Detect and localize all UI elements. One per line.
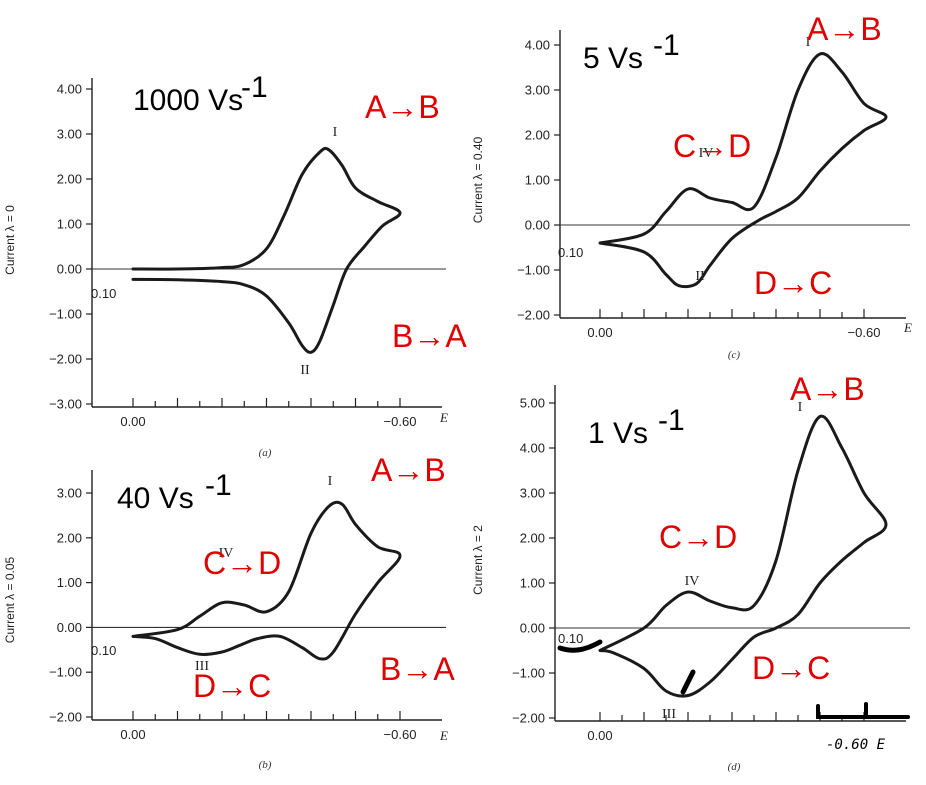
process-annotation: C→D bbox=[659, 519, 737, 555]
cv-curve bbox=[131, 500, 402, 661]
y-tick-label: 1.00 bbox=[57, 575, 82, 590]
y-tick-label: 0.00 bbox=[525, 218, 550, 233]
peak-label-I: I bbox=[806, 35, 811, 50]
process-annotation: B→A bbox=[392, 318, 467, 354]
peak-label-II: II bbox=[695, 269, 705, 284]
y-tick-label: −2.00 bbox=[517, 308, 550, 323]
y-tick-label: −2.00 bbox=[49, 710, 82, 725]
y-tick-label: 4.00 bbox=[525, 38, 550, 53]
peak-label-III: III bbox=[662, 707, 676, 722]
peak-label-II: II bbox=[300, 363, 310, 378]
x-tick-label: 0.00 bbox=[587, 728, 612, 743]
hand-axis-stroke bbox=[816, 704, 910, 719]
panel-d: 5.00 4.00 3.00 2.00 1.00 0.00 −1.00 −2.00 0.00 Cu… bbox=[471, 371, 910, 773]
y-tick-label: 5.00 bbox=[520, 396, 545, 411]
x-tick-label: 0.00 bbox=[120, 727, 145, 742]
scan-rate-label: 1000 Vs bbox=[133, 84, 243, 117]
y-tick-label: 0.00 bbox=[57, 620, 82, 635]
process-annotation: D→C bbox=[193, 668, 271, 704]
y-tick-label: −1.00 bbox=[517, 263, 550, 278]
scan-rate-label: 1 Vs bbox=[588, 417, 648, 450]
scan-rate-exponent: -1 bbox=[653, 29, 680, 62]
process-annotation: D→C bbox=[754, 265, 832, 301]
panel-caption: (c) bbox=[728, 349, 741, 361]
start-potential-label: 0.10 bbox=[558, 631, 583, 646]
y-tick-label: −1.00 bbox=[512, 666, 545, 681]
y-tick-label: 0.00 bbox=[57, 262, 82, 277]
cv-curve bbox=[598, 414, 888, 698]
y-tick-label: 1.00 bbox=[57, 217, 82, 232]
y-axis-label: Current λ = 0 bbox=[3, 205, 17, 275]
scan-rate-exponent: -1 bbox=[241, 71, 268, 104]
peak-label-III: III bbox=[195, 659, 209, 674]
process-annotation: B→A bbox=[380, 651, 455, 687]
scan-rate-exponent: -1 bbox=[205, 469, 232, 502]
x-tick-label: −0.60 bbox=[384, 727, 417, 742]
panel-c: 4.00 3.00 2.00 1.00 0.00 −1.00 −2.00 0.00 −0.60 E… bbox=[471, 11, 912, 361]
start-potential-label: 0.10 bbox=[558, 245, 583, 260]
y-tick-label: 1.00 bbox=[520, 576, 545, 591]
x-tick-label: 0.00 bbox=[587, 325, 612, 340]
y-tick-label: −2.00 bbox=[49, 352, 82, 367]
process-annotation: A→B bbox=[365, 89, 440, 125]
cv-curve bbox=[598, 52, 888, 289]
y-tick-label: 1.00 bbox=[525, 173, 550, 188]
y-tick-label: −1.00 bbox=[49, 307, 82, 322]
cv-curve bbox=[131, 146, 402, 354]
x-axis-label: E bbox=[903, 320, 912, 335]
panel-caption: (a) bbox=[259, 447, 272, 459]
process-annotation: C→D bbox=[203, 545, 281, 581]
y-tick-label: 2.00 bbox=[57, 530, 82, 545]
peak-label-I: I bbox=[333, 125, 338, 140]
x-axis-label: E bbox=[439, 410, 448, 425]
hand-curve-stroke bbox=[680, 669, 696, 695]
hand-curve-stroke bbox=[557, 639, 603, 653]
x-tick-label: −0.60 bbox=[848, 325, 881, 340]
y-axis-label: Current λ = 0.40 bbox=[471, 136, 485, 223]
y-tick-label: 3.00 bbox=[520, 486, 545, 501]
peak-label-I: I bbox=[798, 400, 803, 415]
y-tick-label: 4.00 bbox=[520, 441, 545, 456]
scan-rate-label: 5 Vs bbox=[583, 42, 643, 75]
y-tick-label: −2.00 bbox=[512, 711, 545, 726]
y-tick-label: 2.00 bbox=[520, 531, 545, 546]
peak-label-IV: IV bbox=[699, 146, 714, 161]
y-tick-label: −3.00 bbox=[49, 397, 82, 412]
y-tick-label: 2.00 bbox=[57, 172, 82, 187]
y-axis-label: Current λ = 2 bbox=[471, 525, 485, 595]
y-tick-label: 0.00 bbox=[520, 621, 545, 636]
y-tick-label: 3.00 bbox=[525, 83, 550, 98]
y-tick-label: 4.00 bbox=[57, 82, 82, 97]
y-axis-label: Current λ = 0.05 bbox=[3, 556, 17, 643]
process-annotation: A→B bbox=[807, 11, 882, 47]
scan-rate-label: 40 Vs bbox=[117, 482, 194, 515]
peak-label-I: I bbox=[328, 474, 333, 489]
y-tick-label: 2.00 bbox=[525, 128, 550, 143]
process-annotation: A→B bbox=[790, 371, 865, 407]
x-tick-label: 0.00 bbox=[120, 414, 145, 429]
start-potential-label: 0.10 bbox=[91, 286, 116, 301]
handwritten-tick-label: -0.60 E bbox=[826, 737, 886, 753]
peak-label-IV: IV bbox=[685, 574, 700, 589]
x-axis-label: E bbox=[439, 728, 448, 743]
panel-a: 4.00 3.00 2.00 1.00 0.00 −1.00 −2.00 −3.00 0.00 −… bbox=[3, 71, 467, 459]
x-tick-label: −0.60 bbox=[384, 414, 417, 429]
y-tick-label: −1.00 bbox=[49, 665, 82, 680]
panel-caption: (d) bbox=[728, 761, 741, 773]
panel-caption: (b) bbox=[259, 759, 272, 771]
scan-rate-exponent: -1 bbox=[658, 404, 685, 437]
process-annotation: D→C bbox=[752, 650, 830, 686]
handwritten-axis-extension: -0.60 E bbox=[557, 639, 910, 753]
start-potential-label: 0.10 bbox=[91, 643, 116, 658]
peak-label-IV: IV bbox=[219, 546, 234, 561]
process-annotation: A→B bbox=[371, 452, 446, 488]
process-annotation: C→D bbox=[673, 128, 751, 164]
y-tick-label: 3.00 bbox=[57, 127, 82, 142]
y-tick-label: 3.00 bbox=[57, 486, 82, 501]
panel-b: 3.00 2.00 1.00 0.00 −1.00 −2.00 0.00 −0.60 E Curr… bbox=[3, 452, 455, 771]
